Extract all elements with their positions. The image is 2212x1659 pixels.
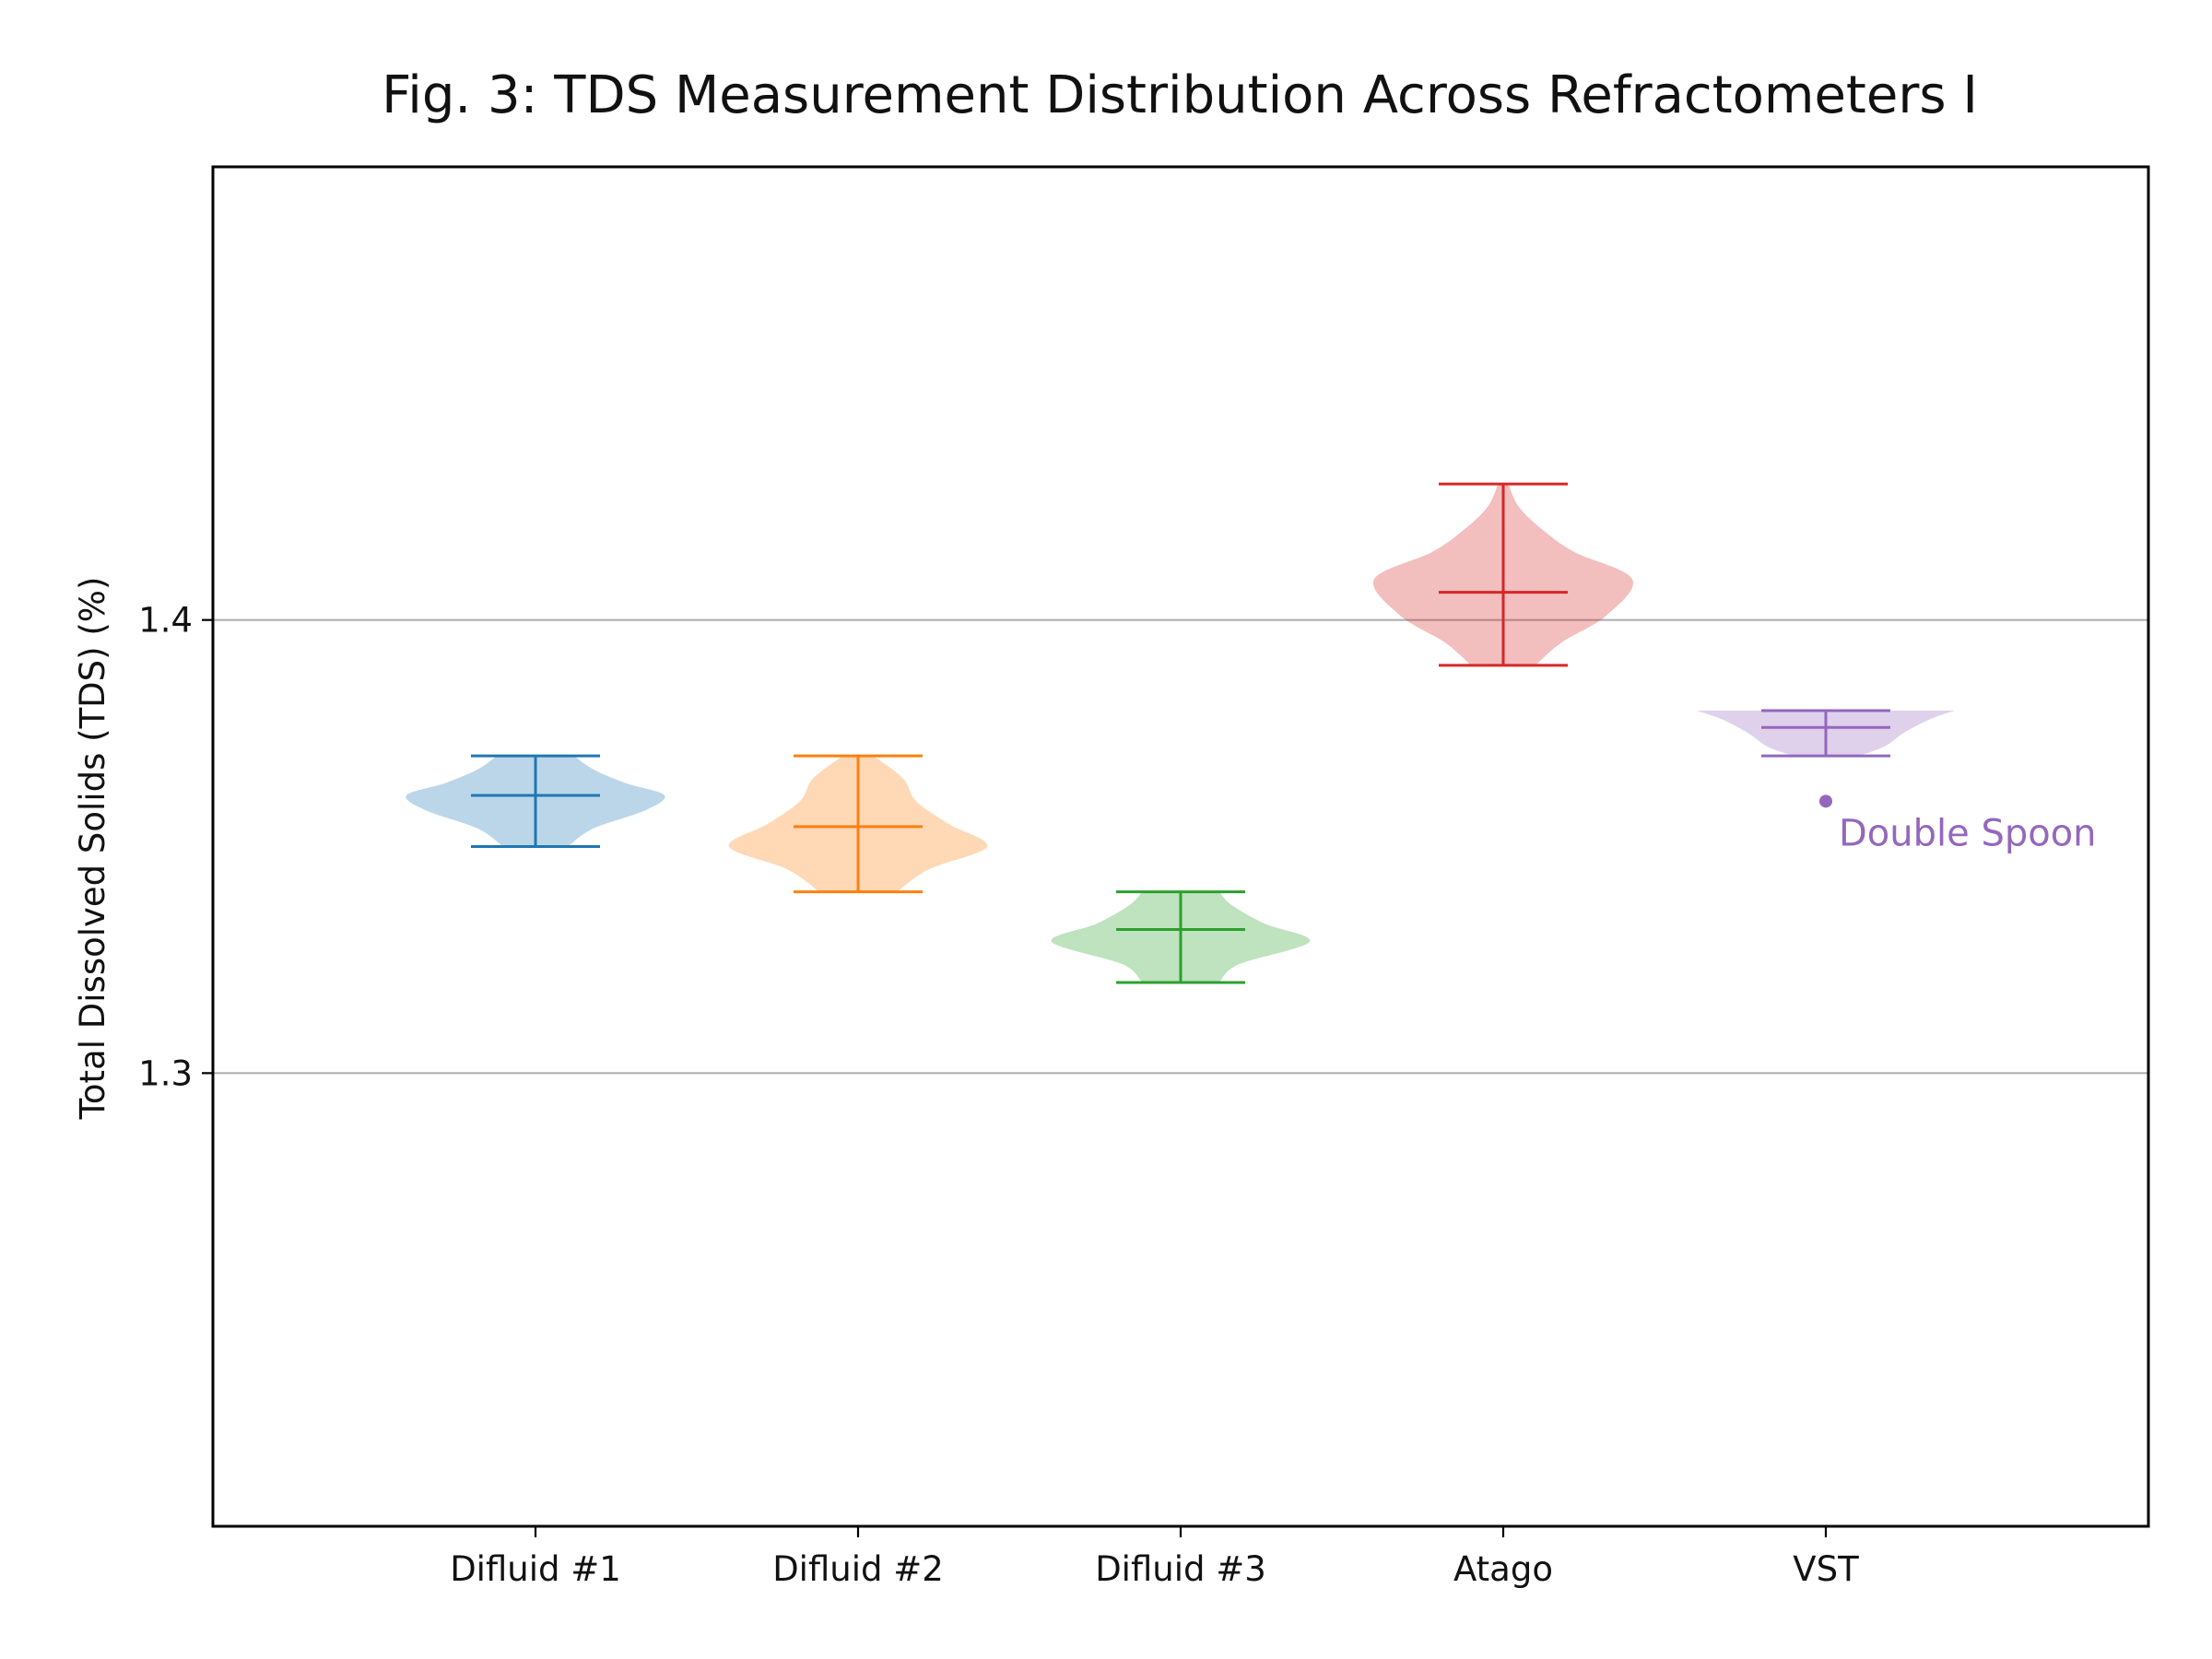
violin-vst: [1697, 709, 1955, 758]
y-tick-label: 1.4: [138, 601, 193, 641]
x-tick-label: Difluid #3: [1095, 1549, 1266, 1589]
violin-atago: [1373, 482, 1633, 667]
outlier-annotation: Double Spoon: [1839, 812, 2097, 854]
x-tick-label: Difluid #1: [450, 1549, 621, 1589]
y-tick-label: 1.3: [138, 1053, 193, 1093]
violin-difluid-2: [728, 754, 988, 894]
gridlines: [213, 618, 2148, 1075]
violins: [406, 482, 1955, 984]
outliers: Double Spoon: [1819, 794, 2097, 854]
axis-ticks: 1.3 1.4 Difluid #1 Difluid #2 Difluid #3 Atag…: [138, 601, 1859, 1589]
violin-difluid-1: [406, 754, 665, 848]
chart-title: Fig. 3: TDS Measurement Distribution Acr…: [382, 65, 1978, 125]
x-tick-label: Atago: [1453, 1549, 1553, 1589]
x-tick-label: Difluid #2: [772, 1549, 944, 1589]
x-tick-label: VST: [1793, 1549, 1859, 1589]
y-axis-label: Total Dissolved Solids (TDS) (%): [73, 577, 112, 1121]
outlier-point: [1819, 794, 1832, 808]
plot-frame: [211, 165, 2150, 1528]
violin-difluid-3: [1051, 890, 1311, 984]
